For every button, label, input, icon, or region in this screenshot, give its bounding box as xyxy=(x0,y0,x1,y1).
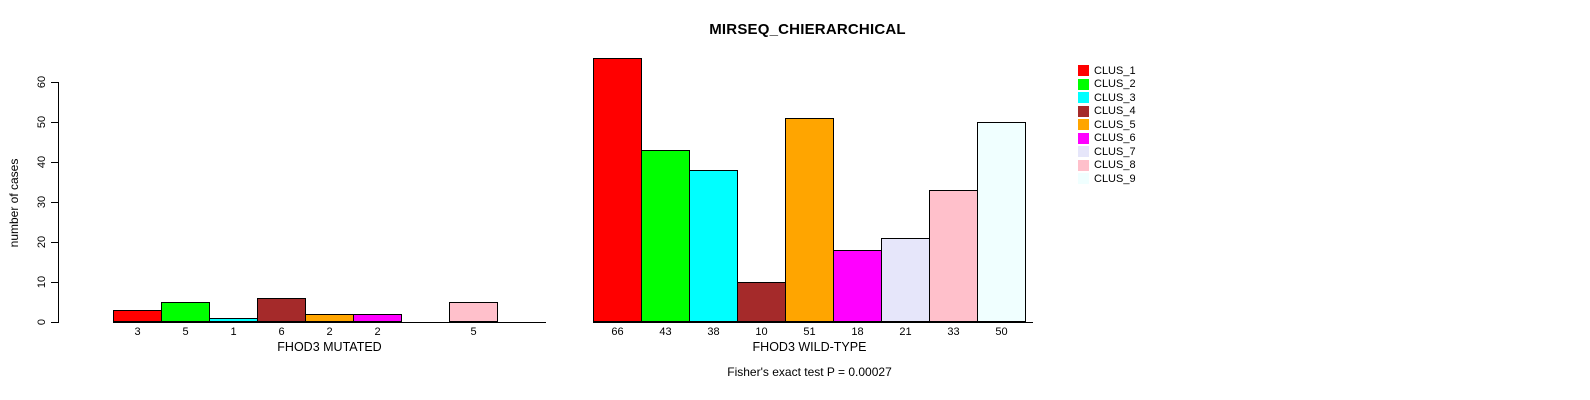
legend-item-CLUS_8: CLUS_8 xyxy=(1078,159,1136,173)
bar-count-label-CLUS_3-mutated: 1 xyxy=(230,326,237,338)
legend-swatch-CLUS_8 xyxy=(1078,159,1089,171)
bar-CLUS_8-wildtype xyxy=(929,190,978,322)
bar-count-label-CLUS_8-wildtype: 33 xyxy=(947,326,960,338)
legend-swatch-CLUS_6 xyxy=(1078,132,1089,144)
bar-count-label-CLUS_5-mutated: 2 xyxy=(326,326,333,338)
legend-swatch-CLUS_3 xyxy=(1078,92,1089,104)
bar-count-label-CLUS_1-mutated: 3 xyxy=(134,326,141,338)
y-tick-label-0: 0 xyxy=(36,318,48,326)
legend-item-CLUS_2: CLUS_2 xyxy=(1078,78,1136,92)
legend-label-CLUS_6: CLUS_6 xyxy=(1094,132,1136,145)
y-tick-mark-50 xyxy=(51,122,58,123)
panel-fhod3-mutated xyxy=(113,82,547,322)
y-tick-label-40: 40 xyxy=(36,155,48,169)
bar-count-label-CLUS_6-mutated: 2 xyxy=(374,326,381,338)
y-axis-line xyxy=(58,82,59,323)
x-axis-line-mutated xyxy=(113,322,546,323)
legend-label-CLUS_9: CLUS_9 xyxy=(1094,172,1136,185)
legend-item-CLUS_6: CLUS_6 xyxy=(1078,132,1136,146)
legend-item-CLUS_5: CLUS_5 xyxy=(1078,118,1136,132)
legend-item-CLUS_3: CLUS_3 xyxy=(1078,91,1136,105)
bar-CLUS_1-wildtype xyxy=(593,58,642,322)
y-axis-title: number of cases xyxy=(7,158,21,248)
legend-swatch-CLUS_9 xyxy=(1078,173,1089,185)
bar-CLUS_1-mutated xyxy=(113,310,162,322)
bar-count-label-CLUS_2-mutated: 5 xyxy=(182,326,189,338)
y-tick-mark-10 xyxy=(51,282,58,283)
bar-CLUS_2-mutated xyxy=(161,302,210,322)
bar-count-label-CLUS_3-wildtype: 38 xyxy=(707,326,720,338)
legend-label-CLUS_4: CLUS_4 xyxy=(1094,105,1136,118)
legend-swatch-CLUS_7 xyxy=(1078,146,1089,158)
x-axis-line-wildtype xyxy=(593,322,1033,323)
x-axis-label-wildtype: FHOD3 WILD-TYPE xyxy=(752,340,867,354)
y-tick-label-60: 60 xyxy=(36,75,48,89)
panel-fhod3-wildtype xyxy=(593,58,1027,322)
legend-label-CLUS_8: CLUS_8 xyxy=(1094,159,1136,172)
bar-CLUS_6-mutated xyxy=(353,314,402,322)
bar-CLUS_9-wildtype xyxy=(977,122,1026,322)
bar-count-label-CLUS_4-wildtype: 10 xyxy=(755,326,768,338)
y-tick-mark-0 xyxy=(51,322,58,323)
bar-CLUS_5-wildtype xyxy=(785,118,834,322)
bar-count-label-CLUS_8-mutated: 5 xyxy=(470,326,477,338)
legend-label-CLUS_5: CLUS_5 xyxy=(1094,118,1136,131)
legend-label-CLUS_3: CLUS_3 xyxy=(1094,91,1136,104)
bar-CLUS_4-wildtype xyxy=(737,282,786,322)
chart-title: MIRSEQ_CHIERARCHICAL xyxy=(709,21,906,38)
legend-label-CLUS_1: CLUS_1 xyxy=(1094,64,1136,77)
bar-count-label-CLUS_9-wildtype: 50 xyxy=(995,326,1008,338)
bar-CLUS_6-wildtype xyxy=(833,250,882,322)
x-axis-label-mutated: FHOD3 MUTATED xyxy=(277,340,382,354)
y-tick-mark-40 xyxy=(51,162,58,163)
y-tick-mark-20 xyxy=(51,242,58,243)
bar-CLUS_2-wildtype xyxy=(641,150,690,322)
legend-label-CLUS_2: CLUS_2 xyxy=(1094,78,1136,91)
legend-item-CLUS_4: CLUS_4 xyxy=(1078,105,1136,119)
legend-label-CLUS_7: CLUS_7 xyxy=(1094,145,1136,158)
bar-CLUS_3-wildtype xyxy=(689,170,738,322)
legend-item-CLUS_9: CLUS_9 xyxy=(1078,172,1136,186)
y-tick-label-50: 50 xyxy=(36,115,48,129)
y-tick-mark-30 xyxy=(51,202,58,203)
legend-item-CLUS_1: CLUS_1 xyxy=(1078,64,1136,78)
legend-swatch-CLUS_5 xyxy=(1078,119,1089,131)
bar-count-label-CLUS_7-wildtype: 21 xyxy=(899,326,912,338)
bar-count-label-CLUS_4-mutated: 6 xyxy=(278,326,285,338)
bar-count-label-CLUS_2-wildtype: 43 xyxy=(659,326,672,338)
legend: CLUS_1 CLUS_2 CLUS_3 CLUS_4 CLUS_5 CLUS_6 CLUS… xyxy=(1078,64,1136,186)
bar-CLUS_4-mutated xyxy=(257,298,306,322)
legend-swatch-CLUS_2 xyxy=(1078,78,1089,90)
y-tick-label-30: 30 xyxy=(36,195,48,209)
bar-CLUS_7-wildtype xyxy=(881,238,930,322)
bar-CLUS_3-mutated xyxy=(209,318,258,322)
bar-CLUS_5-mutated xyxy=(305,314,354,322)
y-tick-label-10: 10 xyxy=(36,275,48,289)
y-tick-label-20: 20 xyxy=(36,235,48,249)
bar-count-label-CLUS_6-wildtype: 18 xyxy=(851,326,864,338)
legend-swatch-CLUS_1 xyxy=(1078,65,1089,77)
fisher-test-annotation: Fisher's exact test P = 0.00027 xyxy=(727,365,892,379)
y-tick-mark-60 xyxy=(51,82,58,83)
legend-swatch-CLUS_4 xyxy=(1078,105,1089,117)
bar-count-label-CLUS_1-wildtype: 66 xyxy=(611,326,624,338)
bar-count-label-CLUS_5-wildtype: 51 xyxy=(803,326,816,338)
legend-item-CLUS_7: CLUS_7 xyxy=(1078,145,1136,159)
bar-CLUS_8-mutated xyxy=(449,302,498,322)
